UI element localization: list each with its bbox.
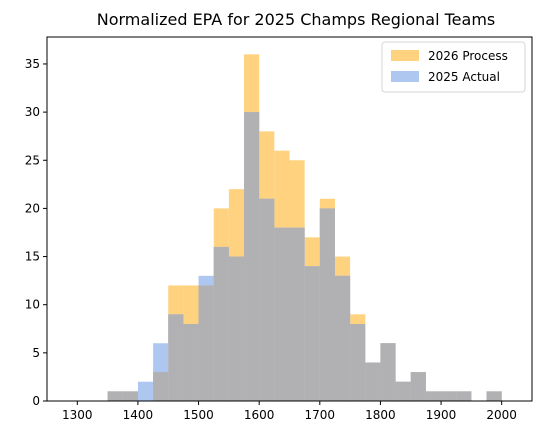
x-tick-label: 1500 [183, 408, 214, 422]
bars-layer [107, 54, 502, 402]
y-tick-label: 0 [32, 394, 40, 408]
legend-label: 2025 Actual [428, 70, 500, 84]
y-tick-label: 10 [25, 298, 40, 312]
x-tick-label: 2000 [486, 408, 517, 422]
chart-title: Normalized EPA for 2025 Champs Regional … [97, 10, 496, 29]
x-tick-label: 1900 [426, 408, 457, 422]
x-tick-label: 1300 [62, 408, 93, 422]
bar-overlap [183, 323, 199, 401]
plot-frame [46, 36, 533, 402]
bar-overlap [319, 208, 335, 401]
legend-swatch [391, 50, 419, 61]
y-tick-label: 20 [25, 201, 40, 215]
bar-overlap [213, 246, 229, 401]
bar-overlap [228, 256, 245, 401]
legend-label: 2026 Process [428, 49, 508, 63]
bar-overlap [380, 343, 396, 401]
bar-overlap [350, 323, 366, 401]
y-tick-label: 15 [25, 250, 40, 264]
bar-overlap [107, 391, 123, 401]
bar-overlap [486, 391, 502, 401]
bar-overlap [122, 391, 138, 401]
bar-overlap [425, 391, 442, 401]
bar-overlap [365, 362, 381, 401]
y-tick-label: 35 [25, 57, 40, 71]
bar-overlap [456, 391, 472, 401]
x-axis: 1300 1400 1500 1600 1700 1800 1900 2000 [62, 401, 517, 422]
bar-overlap [244, 112, 260, 401]
legend: 2026 Process 2025 Actual [381, 41, 526, 93]
bar-overlap [153, 372, 169, 401]
bar-overlap [395, 381, 411, 401]
x-tick-label: 1800 [365, 408, 396, 422]
legend-swatch [391, 71, 419, 82]
bar-overlap [410, 372, 426, 401]
y-axis: 0 5 10 15 20 25 30 35 [25, 57, 47, 408]
bar-2025-actual [137, 381, 154, 401]
bar-overlap [289, 227, 305, 401]
bar-overlap [304, 266, 320, 401]
bar-overlap [334, 275, 351, 401]
bar-overlap [274, 227, 290, 401]
x-tick-label: 1400 [123, 408, 154, 422]
x-tick-label: 1600 [244, 408, 275, 422]
y-tick-label: 30 [25, 105, 40, 119]
x-tick-label: 1700 [305, 408, 336, 422]
bar-overlap [198, 285, 214, 401]
bar-overlap [168, 314, 184, 401]
bar-overlap [259, 198, 275, 401]
y-tick-label: 5 [32, 346, 40, 360]
y-tick-label: 25 [25, 153, 40, 167]
bar-overlap [441, 391, 457, 401]
